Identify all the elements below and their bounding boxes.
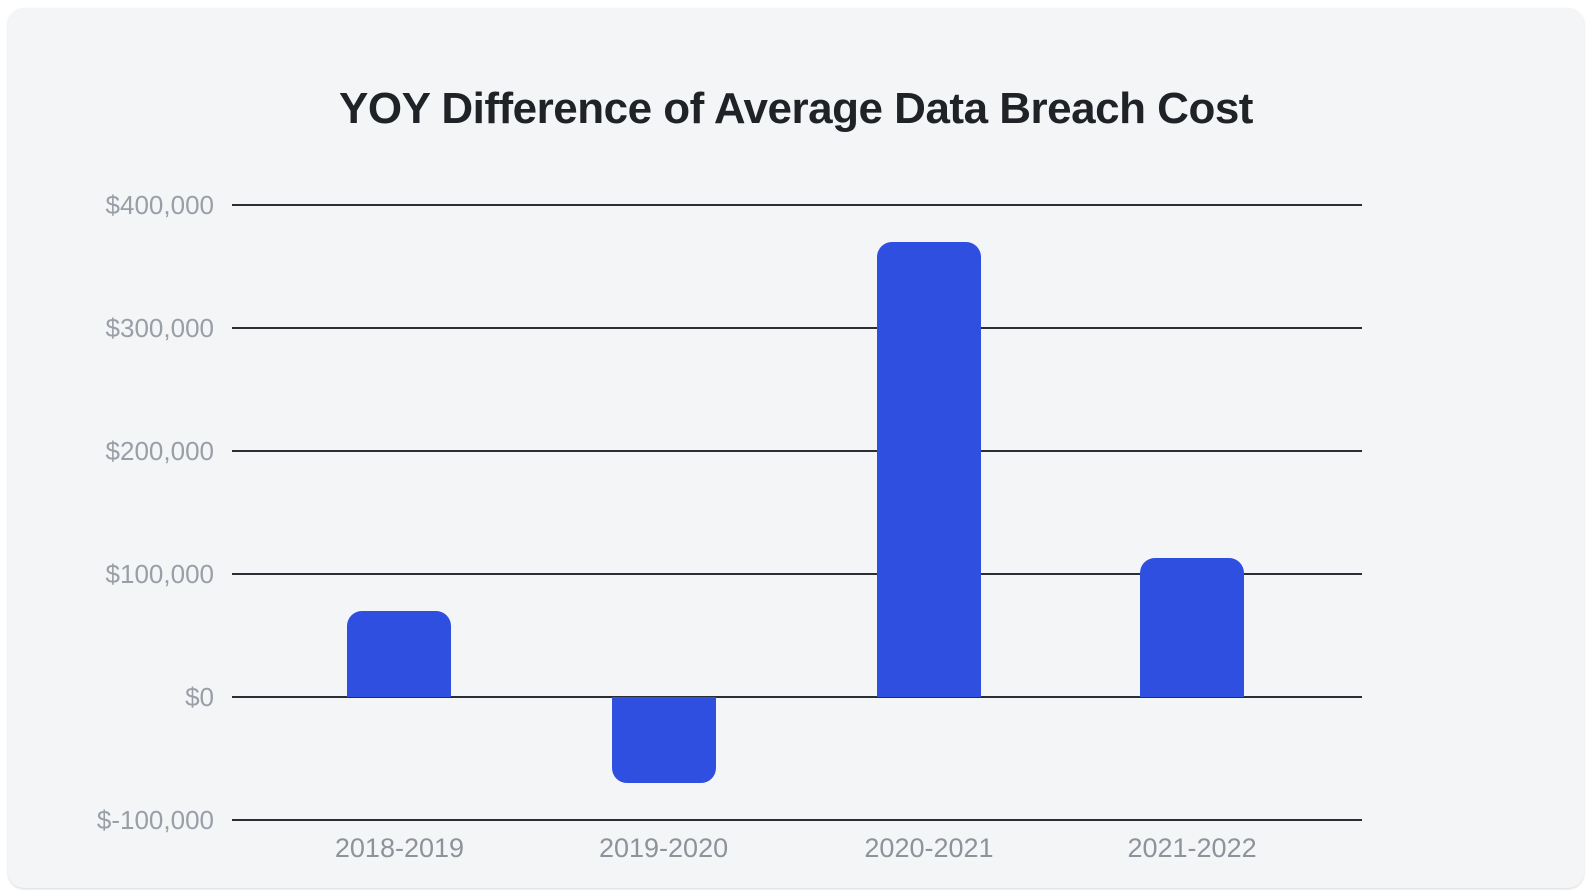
chart-title: YOY Difference of Average Data Breach Co…	[339, 84, 1253, 133]
bar-2020-2021	[876, 241, 981, 697]
x-tick-label: 2019-2020	[598, 833, 729, 863]
y-tick-label: $300,000	[105, 313, 214, 343]
gridline	[232, 573, 1362, 575]
bar-chart-plot-area: $400,000 $300,000 $200,000 $100,000 $0 $-100,…	[97, 190, 1362, 863]
x-tick-label: 2020-2021	[864, 833, 994, 863]
y-tick-label: $200,000	[105, 436, 214, 466]
gridline	[232, 696, 1362, 698]
y-tick-label: $0	[185, 682, 214, 712]
y-tick-label: $-100,000	[96, 805, 214, 835]
bar-2021-2022	[1140, 558, 1245, 697]
x-tick-label: 2021-2022	[1127, 833, 1257, 863]
gridline	[232, 819, 1362, 821]
x-tick-label: 2018-2019	[334, 833, 465, 863]
bar-2019-2020	[611, 697, 716, 784]
y-tick-label: $100,000	[105, 559, 214, 589]
gridline	[232, 204, 1362, 206]
bar-2018-2019	[347, 610, 452, 697]
y-tick-label: $400,000	[105, 190, 214, 220]
gridline	[232, 327, 1362, 329]
gridline	[232, 450, 1362, 452]
chart-card: YOY Difference of Average Data Breach Co…	[8, 8, 1584, 888]
